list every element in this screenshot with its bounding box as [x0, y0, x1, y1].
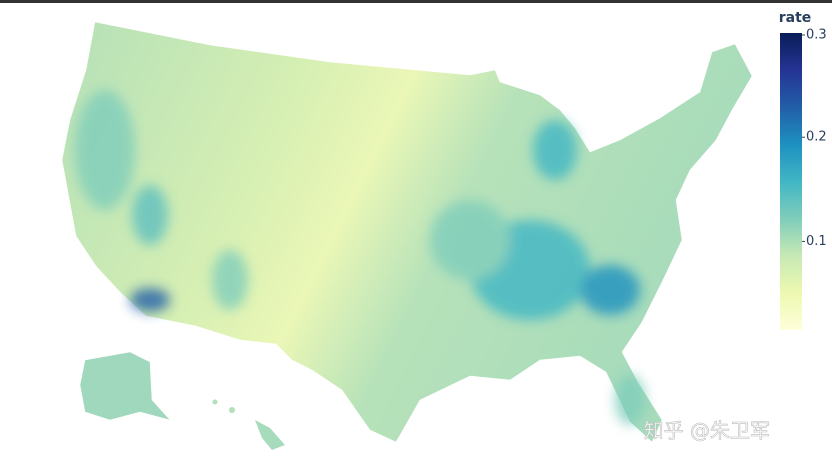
colorbar-tick-label: 0.3	[806, 28, 827, 43]
colorbar-tick-label: 0.1	[806, 234, 827, 249]
colorbar-tick-label: 0.2	[806, 130, 827, 145]
watermark: 知乎 @朱卫军	[644, 419, 770, 443]
colorbar-title: rate	[779, 10, 812, 26]
colorbar: rate 0.1 0.2 0.3	[779, 10, 827, 330]
us-map	[61, 21, 753, 450]
top-border	[0, 0, 832, 3]
colorbar-gradient	[780, 33, 802, 330]
